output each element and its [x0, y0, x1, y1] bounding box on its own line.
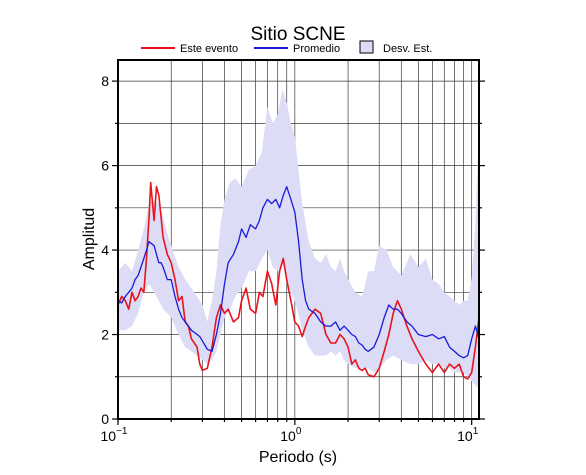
x-tick-label: 10−1 — [101, 426, 128, 444]
y-axis-label: Amplitud — [81, 208, 98, 270]
series-este-evento-line — [118, 181, 479, 380]
y-tick-label: 4 — [101, 242, 109, 258]
legend-swatch — [359, 40, 374, 54]
legend: Este evento Promedio Desv. Est. — [141, 40, 432, 55]
x-tick-label: 100 — [280, 426, 302, 444]
legend-label: Este evento — [180, 43, 238, 55]
ticks: 0 2 4 6 8 10−1 100 101 — [101, 73, 485, 444]
chart-title: Sitio SCNE — [250, 24, 345, 45]
y-tick-label: 8 — [101, 73, 109, 89]
y-tick-label: 6 — [101, 158, 109, 174]
plot-frame — [117, 59, 480, 420]
y-tick-label: 0 — [101, 411, 109, 427]
legend-label: Desv. Est. — [383, 43, 432, 55]
series-layer — [118, 181, 479, 380]
y-tick-label: 2 — [101, 327, 109, 343]
x-axis-label: Periodo (s) — [259, 449, 337, 466]
x-tick-label: 101 — [457, 426, 479, 444]
series-promedio-line — [118, 186, 479, 359]
legend-label: Promedio — [293, 43, 340, 55]
